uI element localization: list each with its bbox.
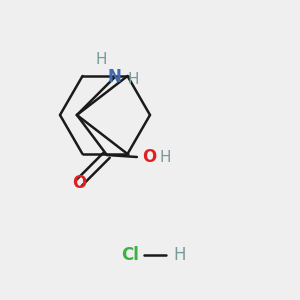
Text: Cl: Cl [121, 246, 139, 264]
Text: H: H [95, 52, 106, 67]
Text: O: O [142, 148, 156, 166]
Text: H: H [127, 71, 139, 86]
Text: O: O [72, 174, 86, 192]
Text: N: N [108, 68, 122, 86]
Text: H: H [174, 246, 186, 264]
Text: H: H [159, 149, 171, 164]
